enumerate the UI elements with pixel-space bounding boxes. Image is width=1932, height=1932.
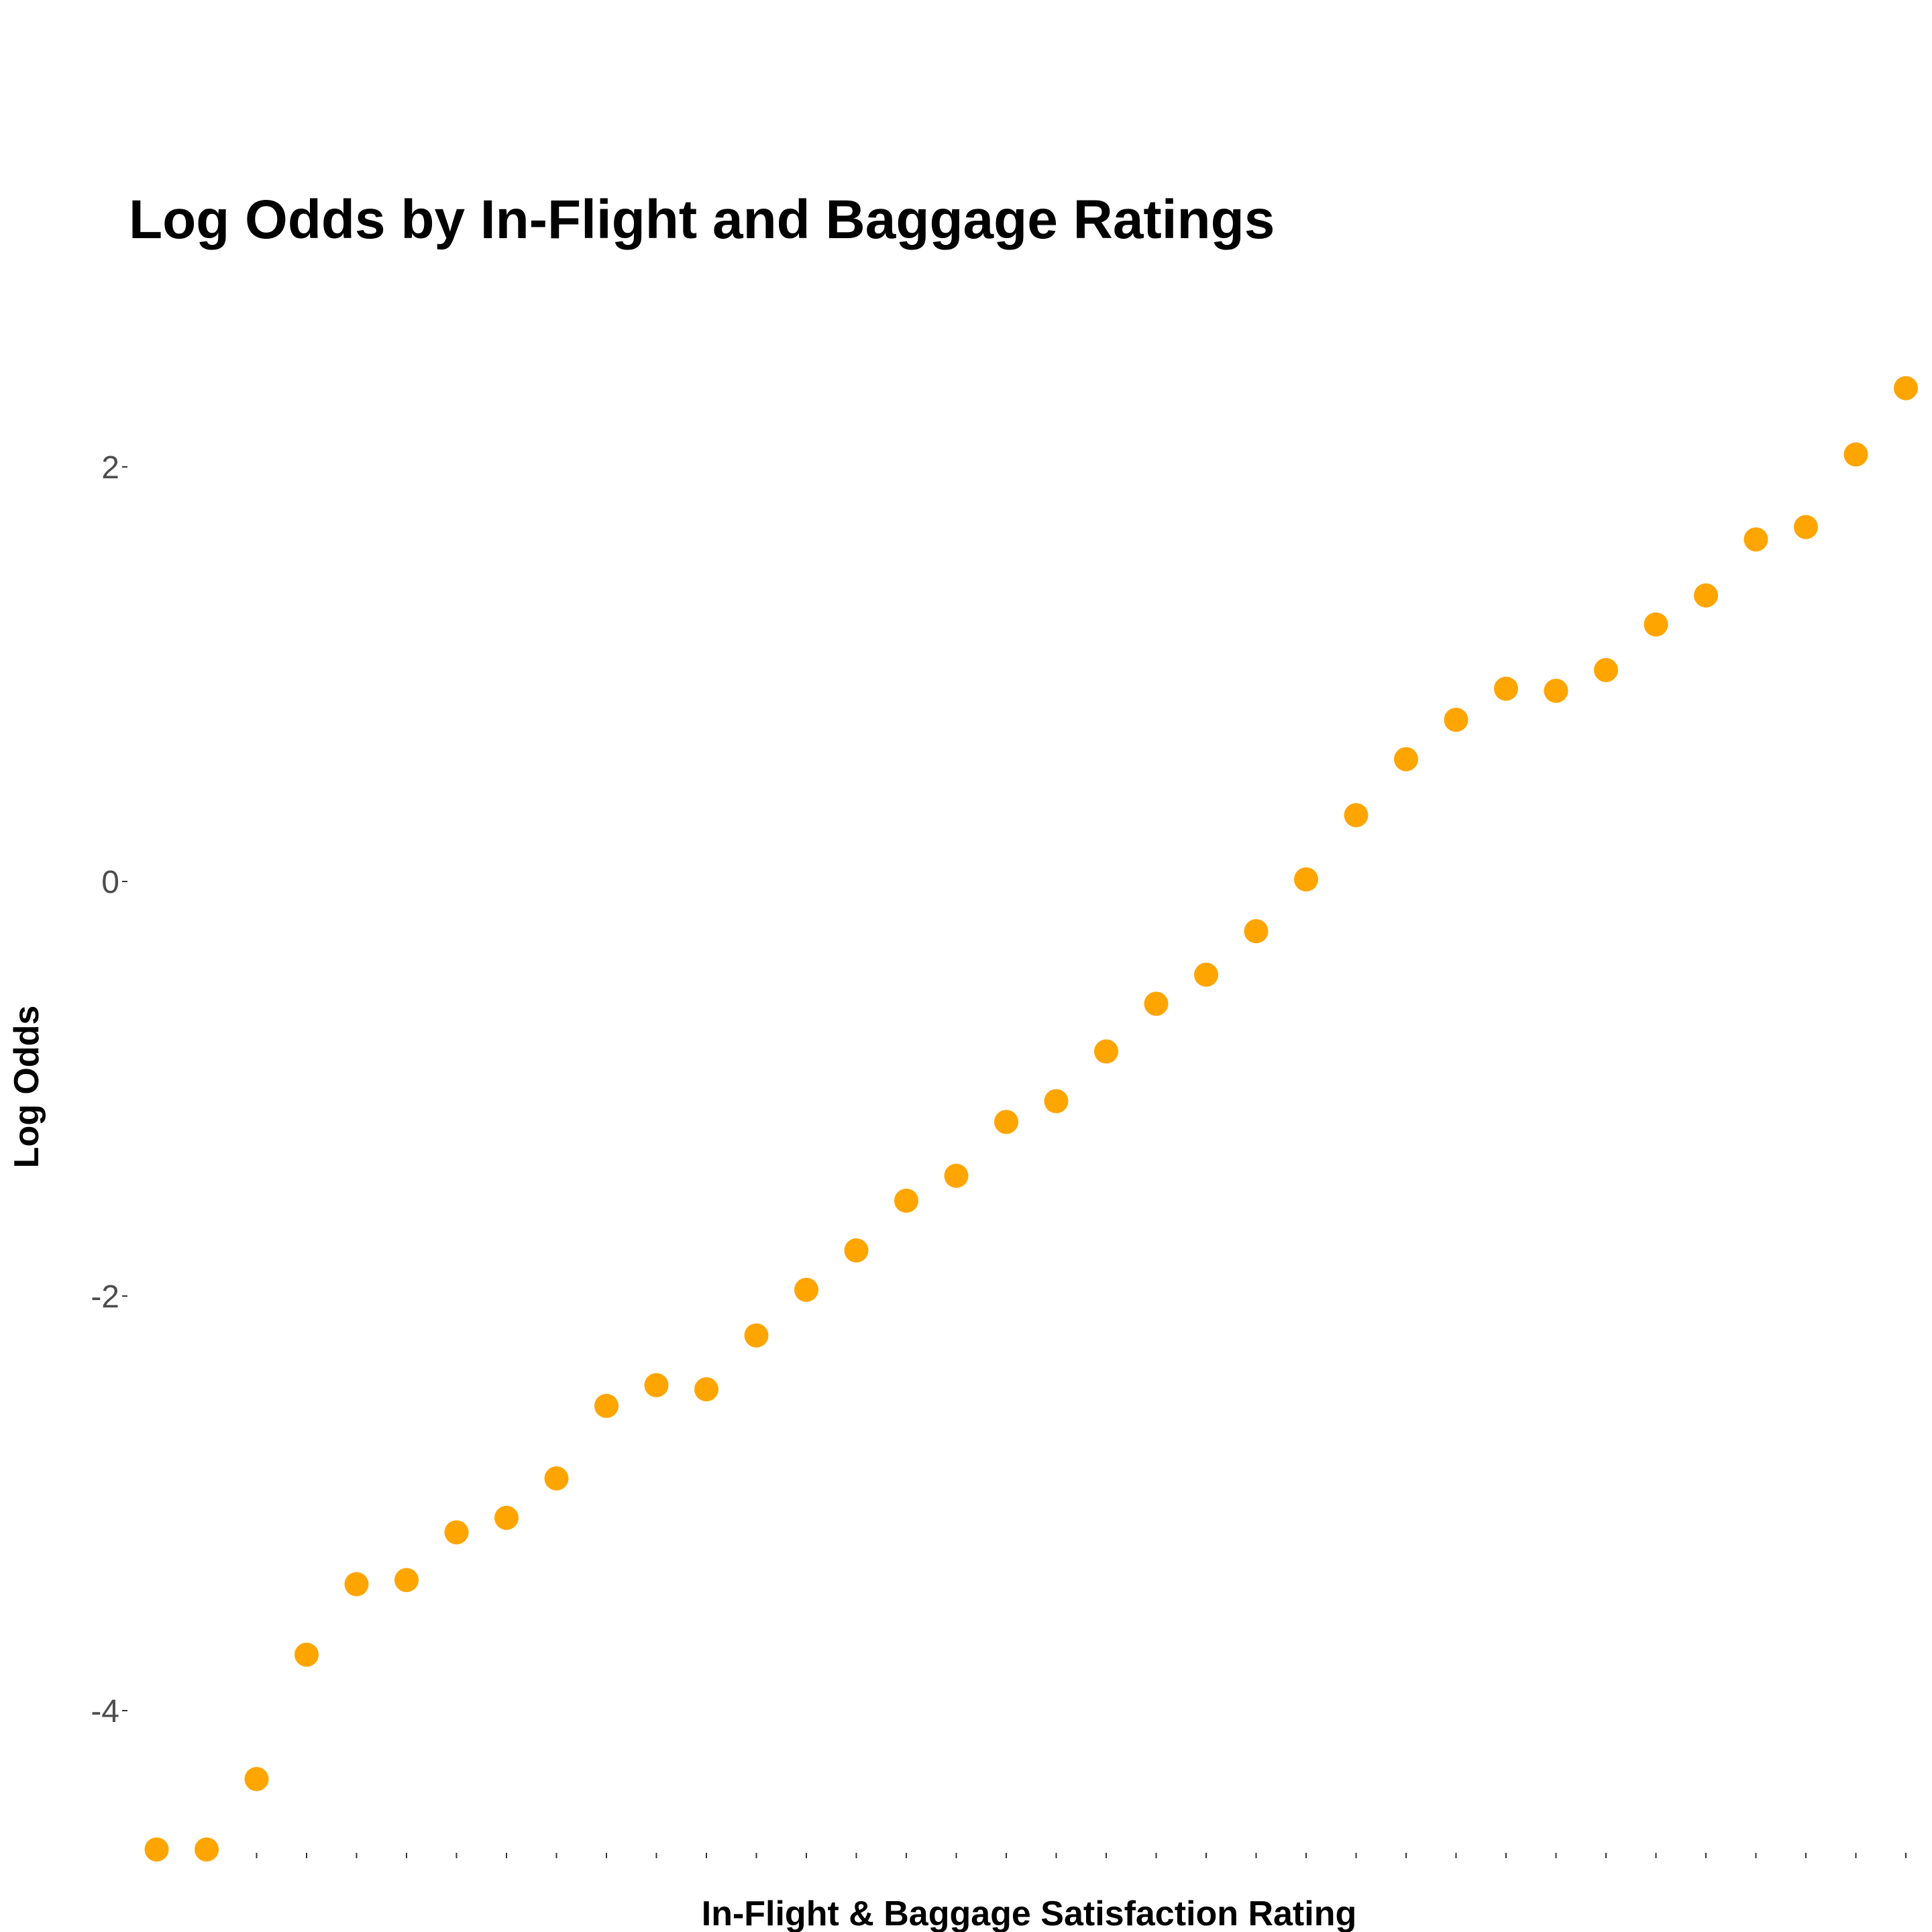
data-point: [344, 1572, 369, 1597]
y-axis: 2 0 -2 -4: [91, 450, 127, 1729]
data-point: [1644, 612, 1668, 637]
data-point: [494, 1505, 519, 1530]
data-point: [894, 1188, 918, 1213]
data-point: [1144, 991, 1169, 1016]
chart-title: Log Odds by In-Flight and Baggage Rating…: [129, 189, 1275, 250]
data-point: [1244, 919, 1269, 944]
y-tick-label: -2: [91, 1279, 119, 1315]
y-tick-label: 0: [101, 865, 119, 900]
data-point: [1494, 676, 1518, 701]
data-point: [994, 1110, 1018, 1134]
data-point: [794, 1277, 818, 1302]
data-point: [1294, 867, 1318, 892]
data-point: [944, 1163, 969, 1188]
data-point: [1194, 963, 1218, 987]
data-point: [1694, 583, 1718, 608]
data-point: [1743, 527, 1768, 552]
data-point: [594, 1393, 619, 1418]
data-point: [1843, 442, 1868, 467]
data-point: [444, 1520, 469, 1545]
y-axis-title: Log Odds: [7, 1006, 46, 1169]
data-points: [144, 376, 1918, 1862]
data-point: [644, 1373, 669, 1397]
data-point: [1394, 747, 1418, 771]
data-point: [1544, 678, 1568, 703]
y-tick-label: 2: [101, 450, 119, 486]
x-axis-title: In-Flight & Baggage Satisfaction Rating: [702, 1894, 1356, 1932]
data-point: [1094, 1039, 1118, 1064]
data-point: [1444, 707, 1468, 732]
x-axis: [156, 1853, 1907, 1858]
y-tick-label: -4: [91, 1694, 119, 1729]
data-point: [244, 1766, 269, 1791]
data-point: [844, 1238, 869, 1263]
data-point: [394, 1568, 419, 1593]
data-point: [1044, 1089, 1069, 1114]
data-point: [294, 1642, 319, 1667]
data-point: [1894, 376, 1918, 400]
data-point: [744, 1323, 769, 1348]
data-point: [1794, 515, 1818, 539]
data-point: [1344, 803, 1368, 828]
data-point: [544, 1466, 569, 1491]
data-point: [195, 1837, 219, 1862]
data-point: [1594, 657, 1618, 682]
data-point: [694, 1377, 718, 1402]
data-point: [144, 1837, 169, 1862]
